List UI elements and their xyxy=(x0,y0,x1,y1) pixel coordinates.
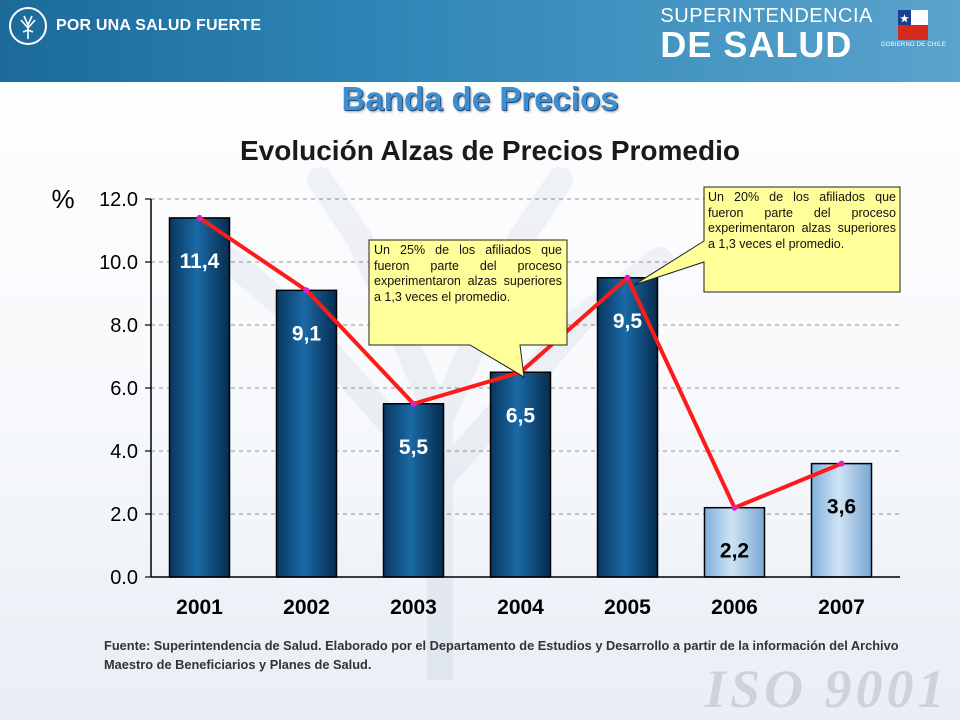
page-title: Banda de Precios xyxy=(341,80,619,117)
callout-2005-text: Un 20% de los afiliados que fueron parte… xyxy=(708,190,896,251)
y-axis: 0.0 2.0 4.0 6.0 8.0 10.0 12.0 xyxy=(99,189,152,589)
x-tick-label: 2001 xyxy=(176,596,223,619)
x-tick-label: 2002 xyxy=(283,596,330,619)
bar-2007 xyxy=(810,462,873,578)
y-axis-label: % xyxy=(51,184,74,214)
trend-marker xyxy=(838,460,845,467)
header-right: SUPERINTENDENCIA DE SALUD GOBIERNO DE CH… xyxy=(660,6,946,63)
callout-2004: Un 25% de los afiliados que fueron parte… xyxy=(368,239,568,378)
tree-logo-icon xyxy=(9,7,47,45)
data-label-2003: 5,5 xyxy=(399,436,429,459)
trend-marker xyxy=(731,504,738,511)
callout-2005: Un 20% de los afiliados que fueron parte… xyxy=(633,186,901,293)
x-tick-label: 2005 xyxy=(604,596,651,619)
data-label-2004: 6,5 xyxy=(506,404,536,427)
gov-label: GOBIERNO DE CHILE xyxy=(880,42,946,48)
y-tick-label: 0.0 xyxy=(110,567,138,589)
bar-2001 xyxy=(168,217,231,578)
y-tick-label: 8.0 xyxy=(110,315,138,337)
iso-watermark: ISO 9001 xyxy=(705,659,949,719)
data-label-2007: 3,6 xyxy=(827,496,856,519)
data-label-2001: 11,4 xyxy=(180,250,220,273)
x-tick-label: 2003 xyxy=(390,596,437,619)
org-line1: SUPERINTENDENCIA xyxy=(660,5,873,27)
data-label-2005: 9,5 xyxy=(613,310,643,333)
x-axis: 2001 2002 2003 2004 2005 2006 2007 xyxy=(151,576,900,619)
trend-marker xyxy=(410,400,417,407)
x-tick-label: 2006 xyxy=(711,596,758,619)
y-tick-label: 4.0 xyxy=(110,441,138,463)
header-left: POR UNA SALUD FUERTE xyxy=(8,6,261,46)
data-label-2006: 2,2 xyxy=(720,540,749,563)
chile-flag-icon xyxy=(898,10,929,40)
trend-marker xyxy=(303,287,310,294)
y-tick-label: 6.0 xyxy=(110,378,138,400)
gov-logo: GOBIERNO DE CHILE xyxy=(881,10,946,48)
bar-2003 xyxy=(382,403,445,578)
source-note: Fuente: Superintendencia de Salud. Elabo… xyxy=(104,638,899,672)
callout-2004-text: Un 25% de los afiliados que fueron parte… xyxy=(374,243,562,304)
y-tick-label: 10.0 xyxy=(99,252,138,274)
data-label-2002: 9,1 xyxy=(292,322,322,345)
bar-2004 xyxy=(489,371,552,578)
org-line2: DE SALUD xyxy=(660,24,853,65)
data-labels: 11,4 9,1 5,5 6,5 9,5 2,2 3,6 xyxy=(180,250,856,563)
x-tick-label: 2007 xyxy=(818,596,865,619)
x-tick-label: 2004 xyxy=(497,596,544,619)
org-name: SUPERINTENDENCIA DE SALUD xyxy=(660,6,872,63)
trend-marker xyxy=(624,274,631,281)
trend-marker xyxy=(196,214,203,221)
y-tick-label: 2.0 xyxy=(110,504,138,526)
header-bar: POR UNA SALUD FUERTE SUPERINTENDENCIA DE… xyxy=(0,0,960,82)
header-slogan: POR UNA SALUD FUERTE xyxy=(56,17,262,34)
y-tick-label: 12.0 xyxy=(99,189,138,211)
chart-subtitle: Evolución Alzas de Precios Promedio xyxy=(240,135,740,166)
